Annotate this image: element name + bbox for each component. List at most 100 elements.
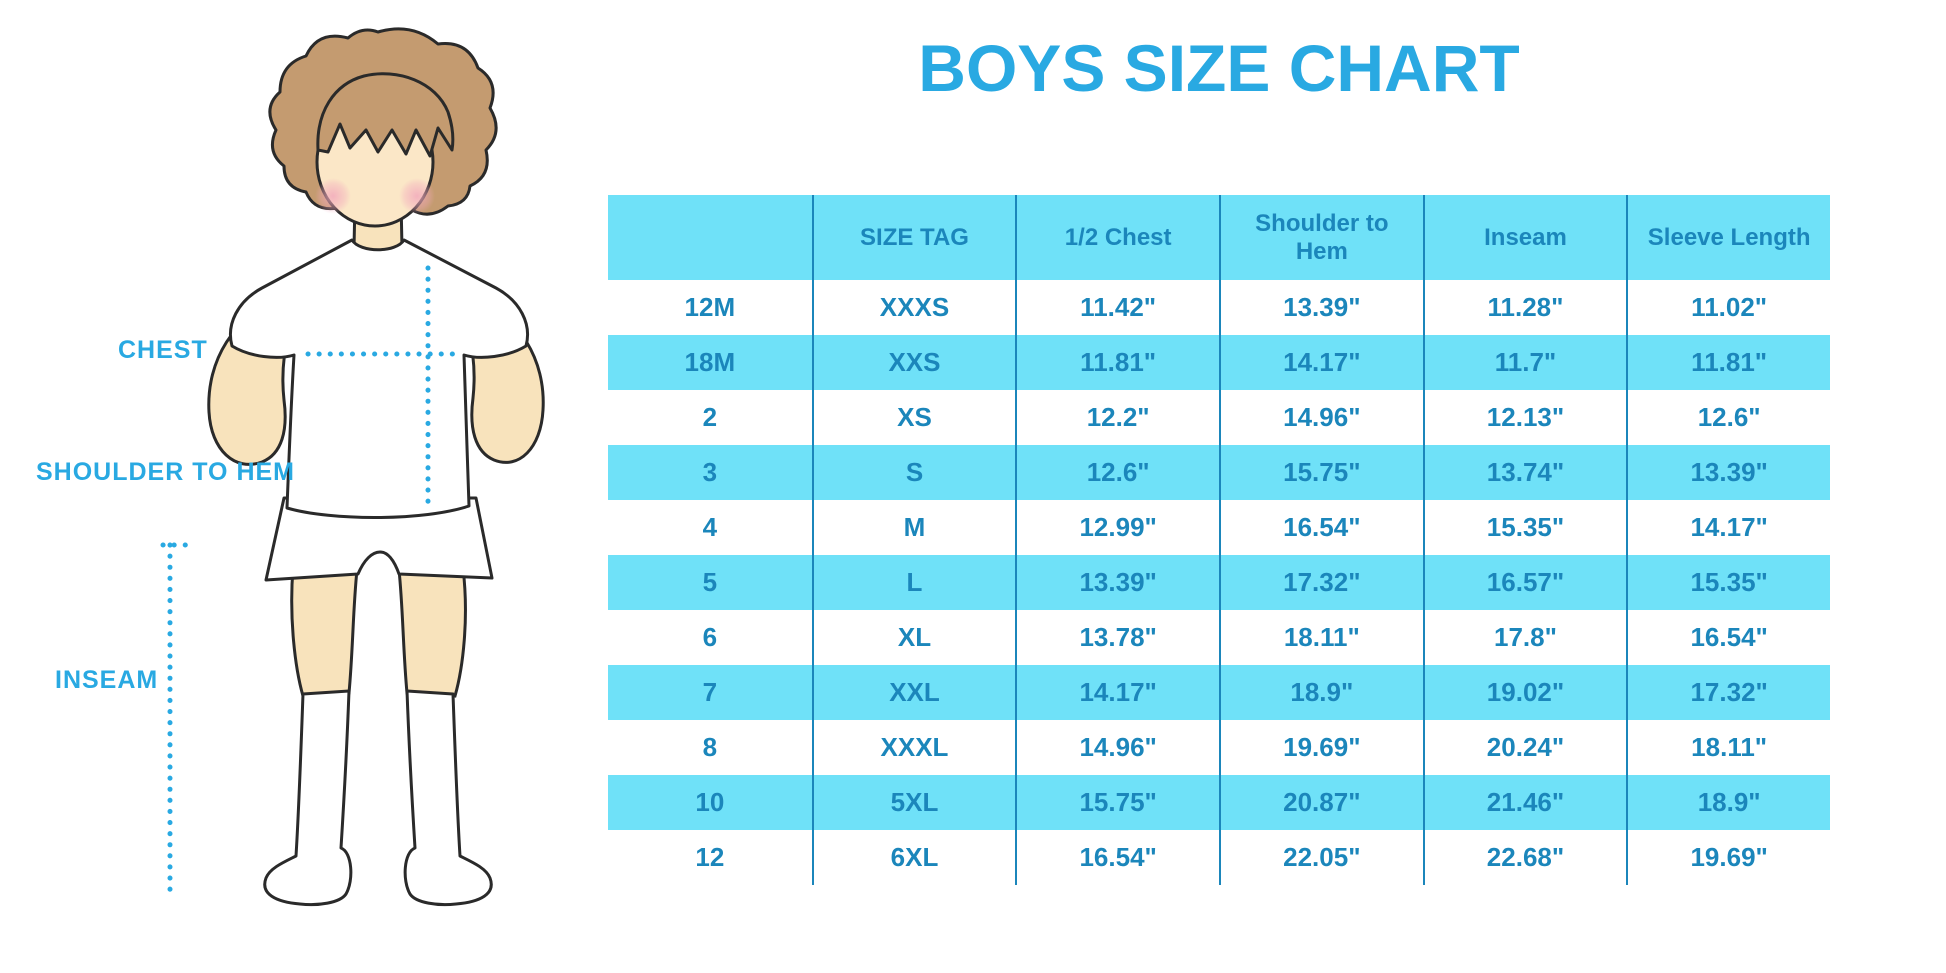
table-cell: 12.2" bbox=[1015, 390, 1219, 445]
table-cell: 19.69" bbox=[1219, 720, 1423, 775]
header-cell-size-tag: SIZE TAG bbox=[811, 195, 1016, 280]
table-cell: 11.7" bbox=[1422, 335, 1627, 390]
boy-illustration bbox=[160, 27, 545, 907]
table-cell: 12.6" bbox=[1626, 390, 1830, 445]
table-cell: 16.54" bbox=[1219, 500, 1423, 555]
page-title: BOYS SIZE CHART bbox=[918, 31, 1520, 105]
table-cell: 17.32" bbox=[1219, 555, 1423, 610]
table-cell: 15.75" bbox=[1219, 445, 1423, 500]
table-row: 10 5XL 15.75" 20.87" 21.46" 18.9" bbox=[608, 775, 1830, 830]
table-cell: 16.54" bbox=[1626, 610, 1830, 665]
table-cell: 14.17" bbox=[1219, 335, 1423, 390]
table-cell: 18.11" bbox=[1626, 720, 1830, 775]
shorts bbox=[264, 496, 494, 582]
table-row: 12M XXXS 11.42" 13.39" 11.28" 11.02" bbox=[608, 280, 1830, 335]
table-cell: 11.81" bbox=[1626, 335, 1830, 390]
table-cell: 13.39" bbox=[1015, 555, 1219, 610]
table-cell: 18.9" bbox=[1626, 775, 1830, 830]
table-cell: 14.96" bbox=[1219, 390, 1423, 445]
table-cell: 18.11" bbox=[1219, 610, 1423, 665]
table-header-row: SIZE TAG 1/2 Chest Shoulder to Hem Insea… bbox=[608, 195, 1830, 280]
table-cell: 16.57" bbox=[1422, 555, 1627, 610]
header-cell-inseam: Inseam bbox=[1422, 195, 1627, 280]
cheek-left bbox=[315, 178, 351, 214]
hair-fringe bbox=[316, 72, 455, 158]
table-cell: 18.9" bbox=[1219, 665, 1423, 720]
size-table: SIZE TAG 1/2 Chest Shoulder to Hem Insea… bbox=[608, 195, 1830, 885]
table-cell: 13.74" bbox=[1422, 445, 1627, 500]
table-cell: 12.6" bbox=[1015, 445, 1219, 500]
table-row: 5 L 13.39" 17.32" 16.57" 15.35" bbox=[608, 555, 1830, 610]
table-row: 6 XL 13.78" 18.11" 17.8" 16.54" bbox=[608, 610, 1830, 665]
table-cell: 10 bbox=[695, 787, 725, 817]
table-cell: XL bbox=[811, 610, 1016, 665]
table-cell: 14.17" bbox=[1626, 500, 1830, 555]
table-cell: S bbox=[811, 445, 1016, 500]
table-cell: 13.39" bbox=[1219, 280, 1423, 335]
table-cell: 12.99" bbox=[1015, 500, 1219, 555]
table-row: 2 XS 12.2" 14.96" 12.13" 12.6" bbox=[608, 390, 1830, 445]
table-cell: 21.46" bbox=[1422, 775, 1627, 830]
table-row: 12 6XL 16.54" 22.05" 22.68" 19.69" bbox=[608, 830, 1830, 885]
table-cell: 11.81" bbox=[1015, 335, 1219, 390]
table-cell: 2 bbox=[702, 402, 718, 432]
measurement-lines bbox=[160, 265, 465, 900]
table-body: 12M XXXS 11.42" 13.39" 11.28" 11.02" 18M XXS 11.… bbox=[608, 280, 1830, 885]
table-cell: 20.24" bbox=[1422, 720, 1627, 775]
table-row: 8 XXXL 14.96" 19.69" 20.24" 18.11" bbox=[608, 720, 1830, 775]
table-cell: XS bbox=[811, 390, 1016, 445]
table-cell: 12.13" bbox=[1422, 390, 1627, 445]
table-cell: 11.28" bbox=[1422, 280, 1627, 335]
table-cell: XXXS bbox=[811, 280, 1016, 335]
table-cell: 13.39" bbox=[1626, 445, 1830, 500]
table-cell: XXS bbox=[811, 335, 1016, 390]
table-row: 7 XXL 14.17" 18.9" 19.02" 17.32" bbox=[608, 665, 1830, 720]
table-cell: 15.35" bbox=[1626, 555, 1830, 610]
tshirt bbox=[229, 238, 529, 519]
table-cell: 15.35" bbox=[1422, 500, 1627, 555]
table-cell: 11.42" bbox=[1015, 280, 1219, 335]
table-cell: 18M bbox=[684, 347, 736, 377]
inseam-label: INSEAM bbox=[55, 666, 159, 694]
table-cell: 6XL bbox=[811, 830, 1016, 885]
table-cell: L bbox=[811, 555, 1016, 610]
table-cell: 14.96" bbox=[1015, 720, 1219, 775]
table-cell: M bbox=[811, 500, 1016, 555]
shoulder-to-hem-label: SHOULDER TO HEM bbox=[36, 458, 295, 486]
socks bbox=[263, 689, 493, 907]
table-cell: 15.75" bbox=[1015, 775, 1219, 830]
table-cell: 5 bbox=[702, 567, 718, 597]
table-cell: 7 bbox=[702, 677, 718, 707]
table-cell: 11.02" bbox=[1626, 280, 1830, 335]
table-row: 3 S 12.6" 15.75" 13.74" 13.39" bbox=[608, 445, 1830, 500]
table-cell: 5XL bbox=[811, 775, 1016, 830]
header-cell-half-chest: 1/2 Chest bbox=[1015, 195, 1219, 280]
legs bbox=[290, 566, 467, 698]
table-cell: 3 bbox=[702, 457, 718, 487]
table-cell: 19.69" bbox=[1626, 830, 1830, 885]
header-cell-blank bbox=[608, 195, 812, 280]
table-cell: 20.87" bbox=[1219, 775, 1423, 830]
table-cell: 8 bbox=[702, 732, 718, 762]
table-cell: 12 bbox=[695, 842, 725, 872]
table-cell: 22.05" bbox=[1219, 830, 1423, 885]
table-cell: 16.54" bbox=[1015, 830, 1219, 885]
table-cell: 13.78" bbox=[1015, 610, 1219, 665]
cheek-right bbox=[399, 178, 435, 214]
table-cell: XXXL bbox=[811, 720, 1016, 775]
table-row: 18M XXS 11.81" 14.17" 11.7" 11.81" bbox=[608, 335, 1830, 390]
table-row: 4 M 12.99" 16.54" 15.35" 14.17" bbox=[608, 500, 1830, 555]
table-cell: 22.68" bbox=[1422, 830, 1627, 885]
table-cell: 17.32" bbox=[1626, 665, 1830, 720]
header-cell-sleeve-length: Sleeve Length bbox=[1626, 195, 1830, 280]
table-cell: XXL bbox=[811, 665, 1016, 720]
table-cell: 4 bbox=[702, 512, 718, 542]
table-cell: 6 bbox=[702, 622, 718, 652]
header-cell-shoulder-to-hem: Shoulder to Hem bbox=[1219, 195, 1423, 280]
table-cell: 12M bbox=[684, 292, 736, 322]
head bbox=[268, 27, 498, 228]
table-cell: 14.17" bbox=[1015, 665, 1219, 720]
table-cell: 19.02" bbox=[1422, 665, 1627, 720]
chest-label: CHEST bbox=[118, 336, 208, 364]
